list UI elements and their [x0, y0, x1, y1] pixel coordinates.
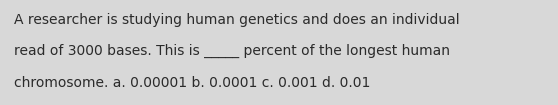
Text: read of 3000 bases. This is _____ percent of the longest human: read of 3000 bases. This is _____ percen… — [14, 44, 450, 58]
Text: chromosome. a. 0.00001 b. 0.0001 c. 0.001 d. 0.01: chromosome. a. 0.00001 b. 0.0001 c. 0.00… — [14, 76, 371, 90]
Text: A researcher is studying human genetics and does an individual: A researcher is studying human genetics … — [14, 13, 460, 27]
